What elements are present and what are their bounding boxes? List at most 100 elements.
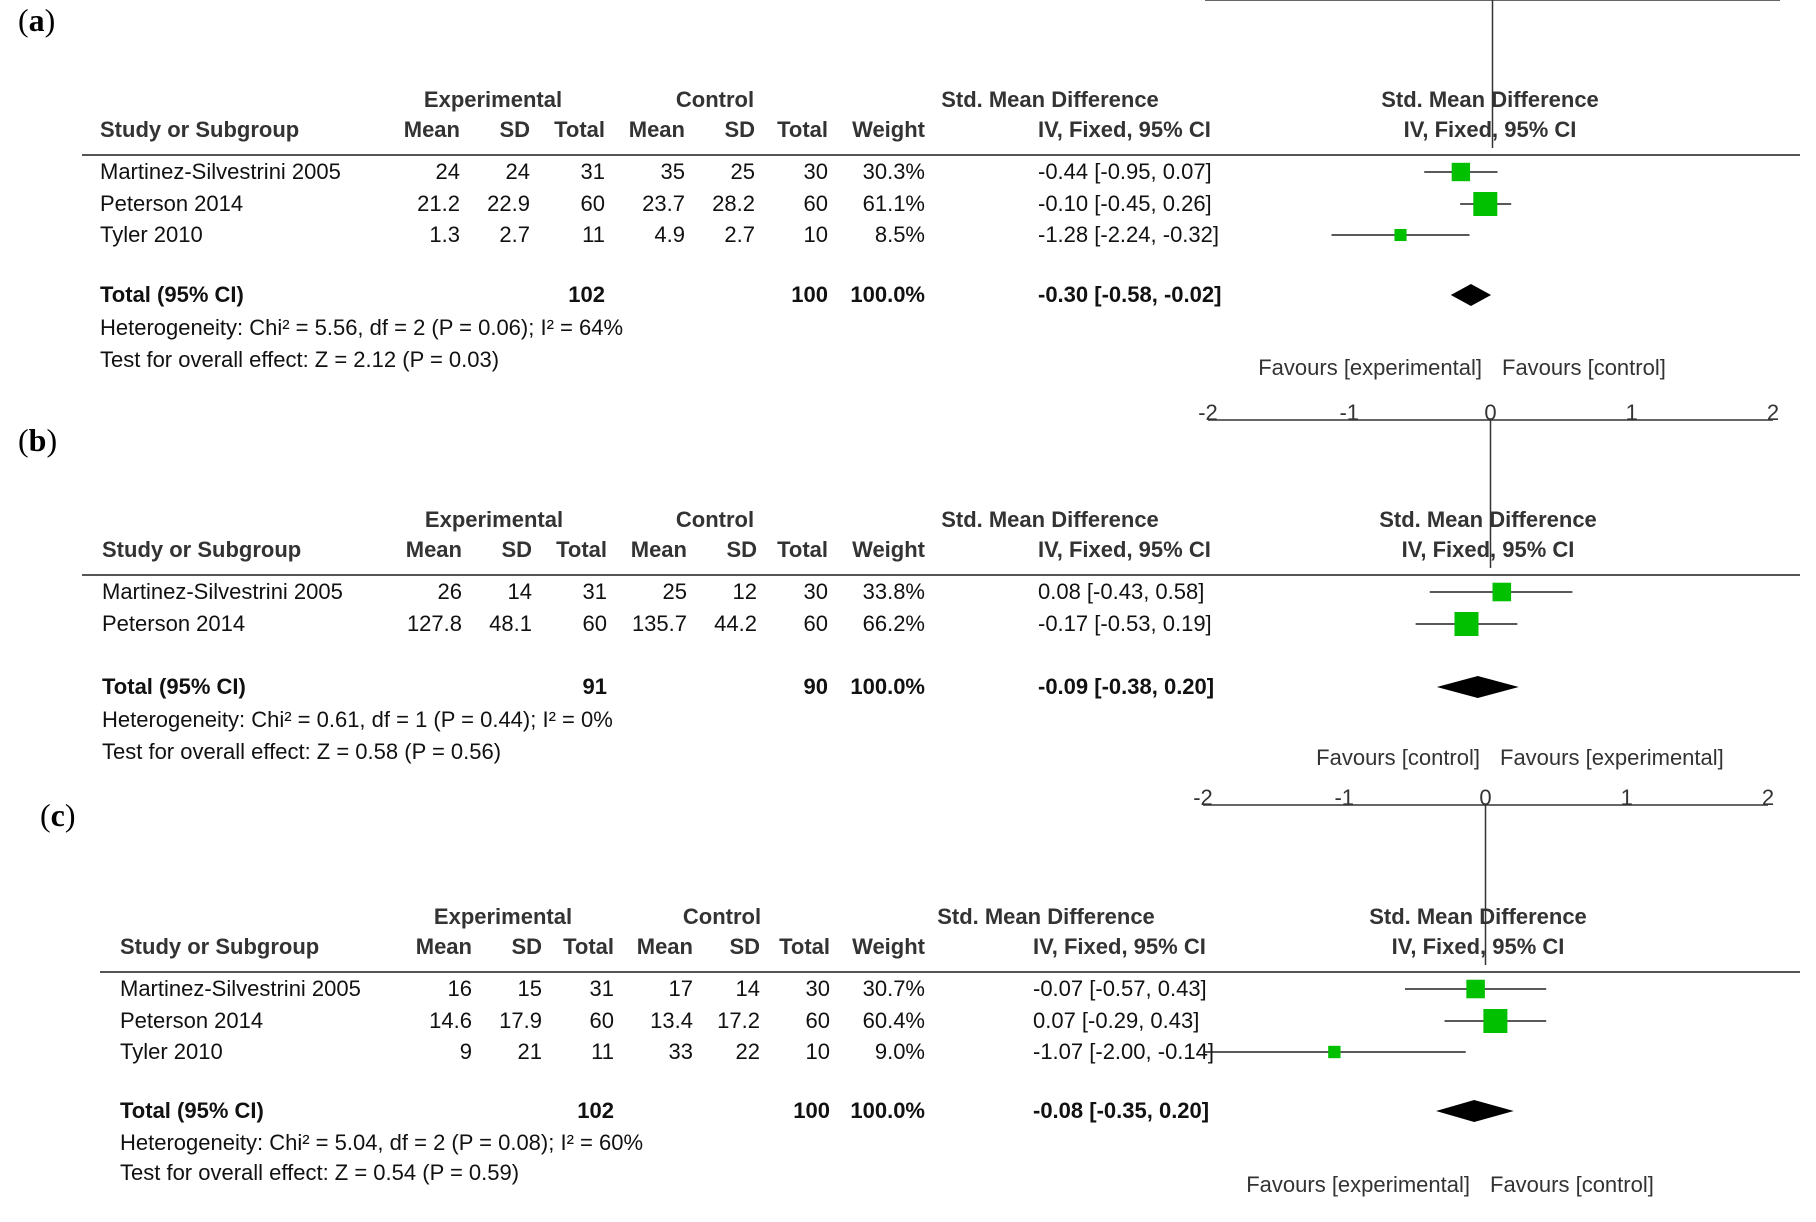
panel-label: (a): [18, 2, 56, 38]
favours-right-label: Favours [control]: [1502, 355, 1666, 380]
plot-method-header: IV, Fixed, 95% CI: [1403, 117, 1577, 142]
forest-plot: -4 -2 0 2 4: [1195, 0, 1786, 306]
forest-panel-a: (a) Experimental Control Std. Mean Differen…: [0, 0, 1816, 400]
exp-total-value: 11: [591, 1039, 614, 1064]
heterogeneity-text: Heterogeneity: Chi² = 5.56, df = 2 (P = …: [100, 315, 624, 340]
axis-tick-label: -2: [1193, 785, 1213, 810]
weight-value: 30.7%: [862, 976, 925, 1001]
study-column-header: Study or Subgroup: [100, 117, 300, 142]
control-header: Control: [682, 904, 762, 929]
study-square: [1394, 228, 1407, 242]
study-square: [1328, 1045, 1341, 1059]
exp-mean-header: Mean: [415, 934, 472, 959]
plot-method-header: IV, Fixed, 95% CI: [1391, 934, 1565, 959]
ctl-sd-header: SD: [724, 117, 755, 142]
heterogeneity-text: Heterogeneity: Chi² = 5.04, df = 2 (P = …: [120, 1130, 644, 1155]
ctl-total-value: 30: [803, 579, 828, 604]
axis-tick-label: 2: [1762, 785, 1774, 810]
study-name: Martinez-Silvestrini 2005: [120, 976, 361, 1001]
exp-total-value: 60: [582, 611, 607, 636]
axis-tick-label: 1: [1621, 785, 1633, 810]
ctl-total-value: 60: [803, 191, 828, 216]
favours-left-label: Favours [control]: [1316, 745, 1480, 770]
smd-header: Std. Mean Difference: [937, 904, 1155, 929]
exp-sd-header: SD: [501, 537, 532, 562]
weight-value: 60.4%: [862, 1008, 925, 1033]
panel-letter: b: [28, 422, 47, 458]
ci-value: 0.07 [-0.29, 0.43]: [1033, 1008, 1200, 1033]
ctl-mean-value: 13.4: [650, 1008, 693, 1033]
ctl-total-value: 30: [803, 159, 828, 184]
ctl-mean-value: 35: [660, 159, 685, 184]
forest-panel-b: (b) Experimental Control Std. Mean Differen…: [0, 400, 1816, 790]
weight-header: Weight: [852, 117, 925, 142]
experimental-header: Experimental: [433, 904, 573, 929]
weight-header: Weight: [852, 934, 925, 959]
weight-value: 66.2%: [862, 611, 925, 636]
axis-tick-label: -4: [1195, 0, 1215, 5]
exp-mean-value: 14.6: [429, 1008, 472, 1033]
exp-sd-value: 22.9: [487, 191, 530, 216]
axis-tick-label: 0: [1484, 400, 1496, 425]
ctl-total-value: 60: [805, 1008, 830, 1033]
ctl-total-header: Total: [779, 934, 830, 959]
panel-label: (c): [40, 797, 76, 833]
plot-smd-header: Std. Mean Difference: [1381, 87, 1599, 112]
study-name: Peterson 2014: [100, 191, 244, 216]
ctl-total-header: Total: [777, 117, 828, 142]
ctl-mean-value: 4.9: [654, 222, 685, 247]
weight-value: 8.5%: [874, 222, 925, 247]
axis-tick-label: 2: [1767, 400, 1779, 425]
experimental-header: Experimental: [424, 507, 564, 532]
pooled-diamond: [1450, 284, 1492, 306]
study-column-header: Study or Subgroup: [102, 537, 302, 562]
exp-sd-value: 21: [517, 1039, 542, 1064]
overall-effect-text: Test for overall effect: Z = 0.58 (P = 0…: [102, 739, 502, 764]
ctl-total-header: Total: [777, 537, 828, 562]
ctl-total-value: 60: [803, 611, 828, 636]
total-exp-n: 102: [568, 282, 605, 307]
overall-effect-text: Test for overall effect: Z = 0.54 (P = 0…: [120, 1160, 520, 1185]
favours-right-label: Favours [experimental]: [1500, 745, 1724, 770]
study-name: Martinez-Silvestrini 2005: [100, 159, 341, 184]
total-ctl-n: 90: [803, 674, 828, 699]
weight-value: 61.1%: [862, 191, 925, 216]
exp-total-value: 11: [582, 222, 605, 247]
pooled-diamond: [1436, 1100, 1514, 1122]
total-ctl-n: 100: [793, 1098, 830, 1123]
ctl-mean-header: Mean: [628, 117, 685, 142]
exp-sd-value: 14: [507, 579, 532, 604]
exp-mean-header: Mean: [403, 117, 460, 142]
favours-left-label: Favours [experimental]: [1258, 355, 1482, 380]
study-square: [1451, 162, 1471, 182]
experimental-header: Experimental: [423, 87, 563, 112]
panel-letter: c: [50, 797, 65, 833]
favours-right-label: Favours [control]: [1490, 1172, 1654, 1197]
axis-tick-label: -1: [1339, 400, 1359, 425]
ci-value: 0.08 [-0.43, 0.58]: [1038, 579, 1205, 604]
header-rule: [82, 154, 1800, 156]
exp-total-value: 31: [580, 159, 605, 184]
exp-sd-value: 17.9: [499, 1008, 542, 1033]
exp-sd-header: SD: [511, 934, 542, 959]
forest-plot: -2 -1 0 1 2: [1198, 400, 1779, 698]
ctl-sd-value: 28.2: [712, 191, 755, 216]
ctl-mean-value: 135.7: [631, 611, 687, 636]
overall-effect-text: Test for overall effect: Z = 2.12 (P = 0…: [100, 347, 500, 372]
ctl-sd-value: 25: [730, 159, 755, 184]
axis-tick-label: 0: [1486, 0, 1498, 5]
exp-mean-value: 127.8: [406, 611, 462, 636]
study-square: [1454, 612, 1479, 636]
study-name: Peterson 2014: [102, 611, 246, 636]
favours-left-label: Favours [experimental]: [1246, 1172, 1470, 1197]
ctl-sd-value: 14: [735, 976, 760, 1001]
axis-tick-label: -1: [1334, 785, 1354, 810]
ctl-total-value: 10: [803, 222, 828, 247]
ctl-sd-value: 22: [735, 1039, 760, 1064]
exp-sd-value: 15: [517, 976, 542, 1001]
forest-plot: -2 -1 0 1 2: [1193, 785, 1774, 1122]
ctl-sd-value: 2.7: [724, 222, 755, 247]
study-name: Peterson 2014: [120, 1008, 264, 1033]
total-ctl-n: 100: [791, 282, 828, 307]
ctl-sd-value: 17.2: [717, 1008, 760, 1033]
